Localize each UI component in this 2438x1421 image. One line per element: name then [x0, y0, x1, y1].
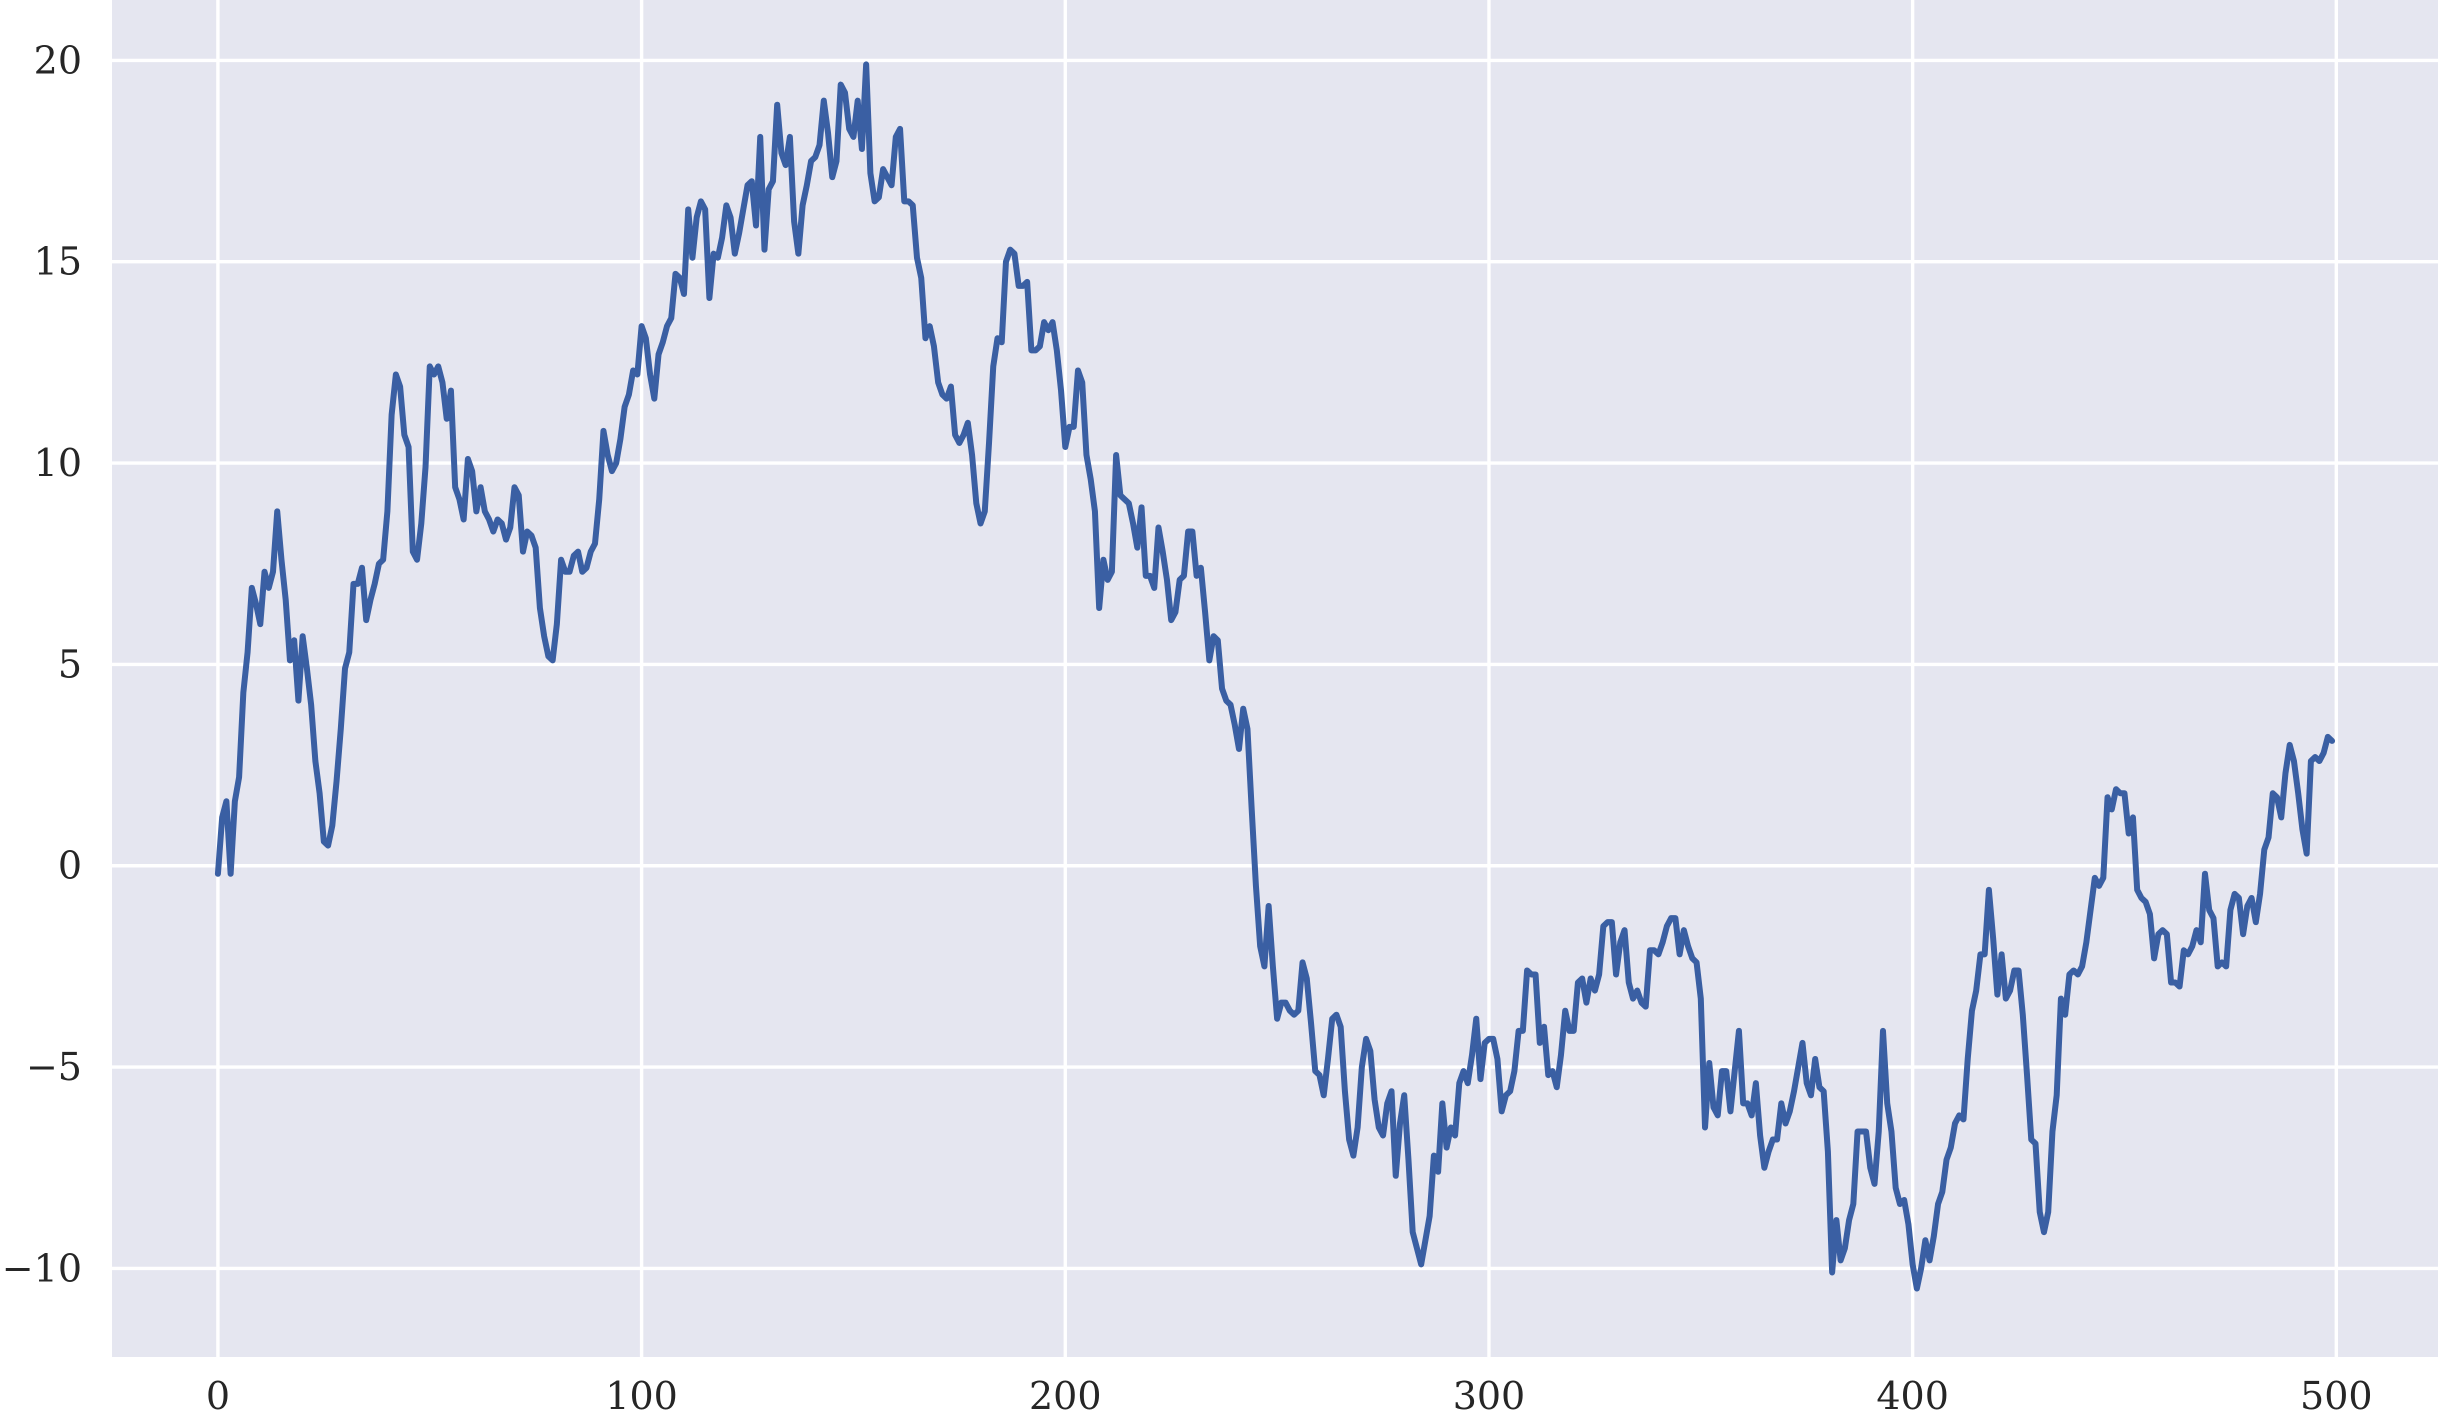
- plot-area: [112, 0, 2438, 1357]
- grid: [112, 0, 2438, 1357]
- y-tick-label: −10: [2, 1246, 82, 1290]
- x-tick-label: 400: [1876, 1374, 1949, 1418]
- y-tick-label: 0: [58, 844, 82, 888]
- x-tick-label: 100: [605, 1374, 678, 1418]
- x-tick-label: 200: [1029, 1374, 1102, 1418]
- x-axis-tick-labels: 0 100 200 300 400 500: [206, 1374, 2373, 1418]
- series-layer: [214, 61, 2336, 1292]
- x-tick-label: 500: [2300, 1374, 2373, 1418]
- y-tick-label: 10: [34, 441, 82, 485]
- y-tick-label: 15: [34, 240, 82, 284]
- y-tick-label: 20: [34, 38, 82, 82]
- y-tick-label: −5: [26, 1045, 82, 1089]
- y-tick-label: 5: [58, 642, 82, 686]
- y-axis-tick-labels: −10 −5 0 5 10 15 20: [2, 38, 82, 1290]
- series-line-0: [214, 61, 2336, 1292]
- x-tick-label: 0: [206, 1374, 230, 1418]
- x-tick-label: 300: [1453, 1374, 1526, 1418]
